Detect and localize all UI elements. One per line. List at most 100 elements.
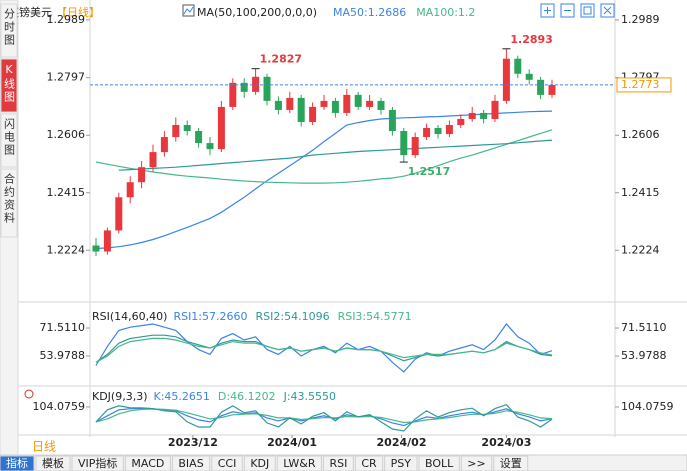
indicator-line bbox=[95, 404, 553, 432]
candle-body bbox=[217, 106, 225, 150]
y2-tick-label: 1.2224 bbox=[621, 243, 660, 256]
candle-body bbox=[480, 112, 488, 119]
toolbar-label: BOLL bbox=[425, 457, 454, 470]
toolbar-button[interactable] bbox=[35, 455, 71, 471]
extreme-label: 1.2827 bbox=[260, 53, 302, 66]
toolbar-label: VIP指标 bbox=[78, 456, 117, 470]
candle-body bbox=[525, 73, 533, 80]
toolbar-button[interactable] bbox=[493, 455, 529, 471]
window-button[interactable] bbox=[580, 3, 595, 18]
toolbar-button[interactable] bbox=[460, 455, 493, 471]
y-tick-label: 1.2606 bbox=[47, 128, 86, 141]
candle-body bbox=[309, 106, 317, 122]
toolbar-label: MACD bbox=[131, 457, 164, 470]
candle-body bbox=[354, 94, 362, 107]
y2-tick-label: 104.0759 bbox=[621, 400, 674, 413]
indicator-legend: RSI3:54.5771 bbox=[338, 310, 412, 323]
y-tick-label: 1.2415 bbox=[47, 186, 86, 199]
ma-value: MA50:1.2686 bbox=[333, 6, 406, 19]
toolbar-button[interactable] bbox=[71, 455, 124, 471]
candle-body bbox=[92, 245, 100, 252]
candle-body bbox=[274, 100, 282, 110]
ma-line bbox=[95, 129, 553, 184]
toolbar-button[interactable] bbox=[211, 455, 243, 471]
y-tick-label: 1.2989 bbox=[47, 13, 86, 26]
toolbar-button[interactable] bbox=[124, 455, 171, 471]
ma-line bbox=[95, 110, 553, 250]
candle-body bbox=[138, 167, 146, 183]
y2-tick-label: 1.2989 bbox=[621, 13, 660, 26]
side-tab[interactable] bbox=[0, 58, 18, 113]
indicator-line bbox=[95, 323, 553, 373]
candle-body bbox=[514, 58, 522, 74]
toolbar-button[interactable] bbox=[322, 455, 354, 471]
ma-label: MA(50,100,200,0,0,0) bbox=[197, 6, 317, 19]
candle-body bbox=[183, 124, 191, 132]
candle-body bbox=[229, 82, 237, 107]
side-tab-label: 合约资料 bbox=[3, 172, 16, 225]
candle-body bbox=[160, 137, 168, 153]
indicator-legend: RSI1:57.2660 bbox=[173, 310, 247, 323]
window-button[interactable] bbox=[600, 3, 615, 18]
candle-body bbox=[491, 100, 499, 119]
candle-body bbox=[343, 94, 351, 113]
window-button[interactable] bbox=[540, 3, 555, 18]
settings-icon[interactable] bbox=[24, 389, 34, 399]
x-tick-label: 2024/03 bbox=[481, 436, 531, 449]
toolbar-label: 设置 bbox=[500, 457, 522, 470]
indicator-line bbox=[95, 337, 553, 363]
window-button-icon bbox=[544, 6, 612, 15]
x-tick-label: 2024/02 bbox=[377, 436, 427, 449]
candle-body bbox=[548, 84, 556, 95]
ma-icon-line bbox=[183, 6, 194, 15]
window-buttons[interactable] bbox=[540, 3, 615, 18]
side-tab[interactable] bbox=[0, 168, 18, 238]
window-button[interactable] bbox=[560, 3, 575, 18]
candle-body bbox=[195, 131, 203, 144]
ma-value: MA100:1.2 bbox=[416, 6, 475, 19]
y-tick-label: 1.2224 bbox=[47, 243, 86, 256]
toolbar-label: CCI bbox=[218, 457, 237, 470]
current-price-box bbox=[616, 77, 672, 93]
side-tab-label: 闪电图 bbox=[3, 117, 16, 157]
toolbar-button[interactable] bbox=[276, 455, 322, 471]
candle-body bbox=[388, 109, 396, 132]
candle-body bbox=[502, 58, 510, 101]
toolbar-label: RSI bbox=[329, 457, 347, 470]
ma-icon[interactable] bbox=[182, 4, 195, 17]
candle-body bbox=[149, 152, 157, 168]
period: 【日线】 bbox=[56, 5, 100, 19]
candle-body bbox=[445, 124, 453, 135]
toolbar-label: KDJ bbox=[250, 457, 269, 470]
indicator-legend: RSI2:54.1096 bbox=[256, 310, 330, 323]
candle-body bbox=[366, 100, 374, 107]
toolbar-label: CR bbox=[361, 457, 377, 470]
indicator-legend: K:45.2651 bbox=[154, 390, 210, 403]
side-tab-label: K线图 bbox=[3, 63, 16, 104]
x-tick-label: 2023/12 bbox=[168, 436, 218, 449]
y-tick-label: 71.5110 bbox=[40, 321, 86, 334]
candle-body bbox=[172, 124, 180, 138]
side-tab[interactable] bbox=[0, 113, 18, 168]
toolbar-label: BIAS bbox=[178, 457, 203, 470]
toolbar-button[interactable] bbox=[418, 455, 460, 471]
y-tick-label: 104.0759 bbox=[33, 400, 86, 413]
candle-body bbox=[377, 100, 385, 110]
toolbar-button[interactable] bbox=[384, 455, 418, 471]
toolbar-button[interactable] bbox=[354, 455, 384, 471]
symbol: 英镑美元 bbox=[8, 5, 52, 19]
y-tick-label: 53.9788 bbox=[40, 349, 86, 362]
toolbar-button[interactable] bbox=[0, 455, 35, 471]
toolbar-label: 指标 bbox=[6, 456, 28, 470]
indicator-legend: D:46.1202 bbox=[218, 390, 276, 403]
candle-body bbox=[331, 100, 339, 113]
candle-body bbox=[286, 97, 294, 110]
candle-body bbox=[537, 79, 545, 95]
x-tick-label: 2024/01 bbox=[267, 436, 317, 449]
ma-line bbox=[118, 139, 553, 171]
toolbar-button[interactable] bbox=[171, 455, 211, 471]
toolbar-button[interactable] bbox=[243, 455, 276, 471]
side-tab[interactable] bbox=[0, 3, 18, 58]
candle-body bbox=[103, 230, 111, 252]
